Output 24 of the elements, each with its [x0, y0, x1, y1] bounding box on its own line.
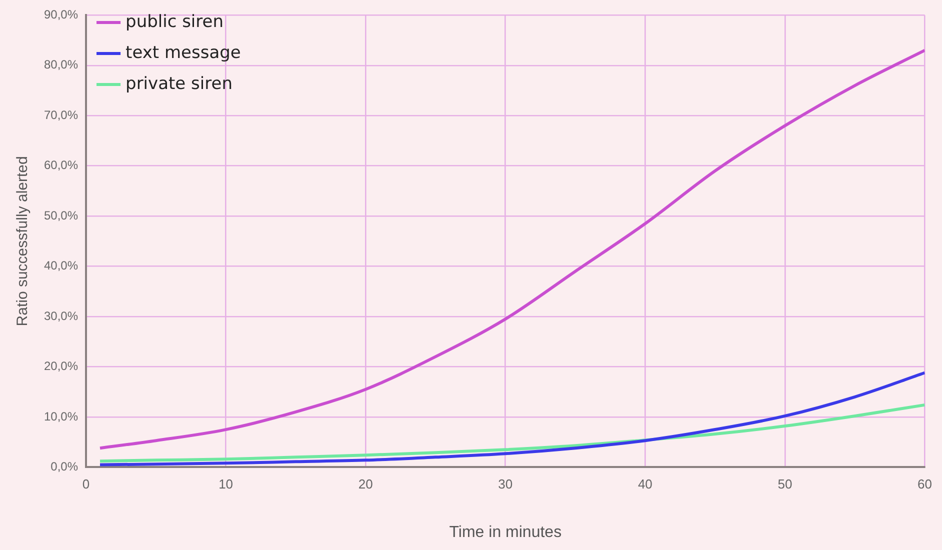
- y-tick-label: 90,0%: [44, 8, 78, 22]
- y-axis-title: Ratio successfully alerted: [14, 156, 32, 326]
- y-tick-label: 80,0%: [44, 58, 78, 72]
- x-tick-label: 10: [218, 476, 234, 492]
- x-axis-title: Time in minutes: [449, 524, 562, 541]
- x-tick-label: 60: [918, 476, 932, 492]
- y-tick-label: 50,0%: [44, 208, 78, 222]
- legend-label: text message: [126, 42, 241, 63]
- x-tick-label: 0: [82, 476, 90, 492]
- y-tick-label: 0,0%: [50, 460, 78, 474]
- x-tick-label: 30: [498, 476, 513, 492]
- y-tick-label: 40,0%: [44, 258, 78, 273]
- line-series: [98, 371, 925, 466]
- x-tick-label: 40: [638, 476, 652, 492]
- x-tick-label: 20: [358, 476, 373, 492]
- line-series: [98, 403, 925, 463]
- y-tick-label: 70,0%: [44, 108, 78, 122]
- y-tick-label: 10,0%: [44, 409, 78, 424]
- legend-label: public siren: [126, 12, 224, 32]
- legend-label: private siren: [126, 74, 232, 94]
- x-tick-label: 50: [778, 476, 792, 492]
- y-tick-label: 60,0%: [44, 158, 78, 172]
- y-tick-label: 30,0%: [44, 308, 78, 323]
- y-tick-label: 20,0%: [44, 359, 78, 374]
